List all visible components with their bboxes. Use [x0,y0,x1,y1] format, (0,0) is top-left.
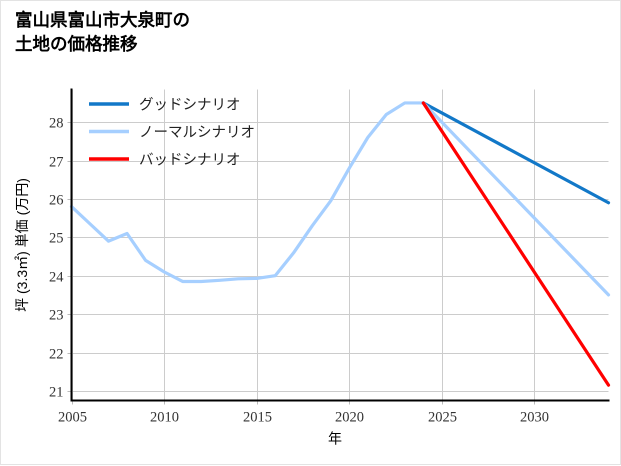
x-tick-label: 2025 [428,410,457,426]
y-tick-label: 26 [49,193,64,209]
x-tick-label: 2005 [58,410,87,426]
y-tick-label: 28 [49,116,64,132]
legend-label: グッドシナリオ [139,97,241,114]
series-group [69,101,611,387]
y-tick-label: 23 [49,308,64,324]
series-line [421,101,611,205]
y-tick-label: 22 [49,347,64,363]
gridlines-group [71,89,609,401]
axis-spines-group [70,88,610,402]
y-tick-label: 21 [49,385,64,401]
x-axis-title: 年 [328,431,342,447]
x-axis-tick-labels: 2005 2010 2015 2020 2025 2030 [58,410,549,426]
series-line [69,101,425,284]
legend-label: ノーマルシナリオ [139,125,255,141]
x-tick-label: 2030 [520,410,549,426]
x-tick-label: 2010 [150,410,179,426]
series-line [421,101,611,297]
y-tick-label: 24 [49,270,64,286]
y-axis-title: 坪 (3.3㎡) 単価 (万円) [14,178,30,312]
x-tick-label: 2020 [335,410,364,426]
legend-label: バッドシナリオ [139,153,241,169]
page-title: 富山県富山市大泉町の 土地の価格推移 [15,10,190,54]
y-tick-label: 25 [49,231,64,247]
y-tick-label: 27 [49,155,64,171]
x-tick-label: 2015 [243,410,272,426]
series-line [421,101,611,387]
y-axis-tick-labels: 21 22 23 24 25 26 27 28 [49,116,64,401]
axis-titles-group: 年 坪 (3.3㎡) 単価 (万円) [14,178,342,446]
